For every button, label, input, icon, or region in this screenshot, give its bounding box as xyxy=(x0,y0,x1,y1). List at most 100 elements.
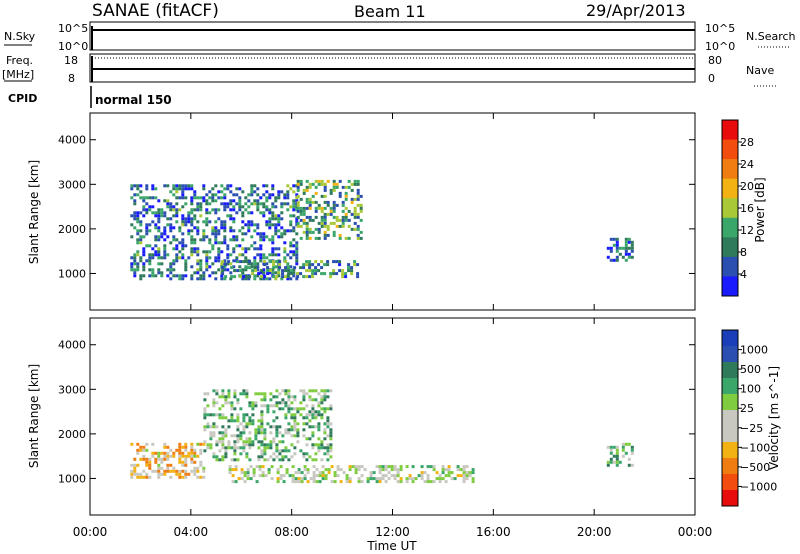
heatmap-cell xyxy=(294,477,298,481)
heatmap-cell xyxy=(268,253,272,257)
colorbar-tick-label: 100 xyxy=(740,383,761,396)
colorbar-segment xyxy=(722,330,738,347)
heatmap-cell xyxy=(305,179,309,183)
heatmap-cell xyxy=(154,187,158,191)
heatmap-cell xyxy=(289,187,293,191)
heatmap-cell xyxy=(615,451,619,455)
heatmap-cell xyxy=(260,404,264,408)
heatmap-cell xyxy=(233,443,237,447)
heatmap-cell xyxy=(286,184,290,188)
heatmap-cell xyxy=(471,471,475,475)
heatmap-cell xyxy=(621,255,625,259)
heatmap-cell xyxy=(248,437,252,441)
heatmap-cell xyxy=(217,253,221,257)
heatmap-cell xyxy=(196,208,200,212)
heatmap-cell xyxy=(142,199,146,203)
heatmap-cell xyxy=(462,480,466,484)
colorbar-tick-label: −1000 xyxy=(740,480,777,493)
heatmap-cell xyxy=(423,480,427,484)
heatmap-cell xyxy=(277,271,281,275)
heatmap-cell xyxy=(353,221,357,225)
heatmap-cell xyxy=(375,465,379,469)
nsky-label: N.Sky xyxy=(4,30,36,43)
heatmap-cell xyxy=(234,465,238,469)
heatmap-cell xyxy=(296,215,300,219)
heatmap-cell xyxy=(227,401,231,405)
heatmap-cell xyxy=(235,235,239,239)
heatmap-cell xyxy=(209,431,213,435)
heatmap-cell xyxy=(287,458,291,462)
heatmap-cell xyxy=(293,446,297,450)
heatmap-cell xyxy=(271,271,275,275)
heatmap-cell xyxy=(223,193,227,197)
heatmap-cell xyxy=(139,277,143,281)
heatmap-cell xyxy=(220,223,224,227)
heatmap-cell xyxy=(387,477,391,481)
heatmap-cell xyxy=(356,212,360,216)
heatmap-cell xyxy=(233,449,237,453)
heatmap-cell xyxy=(218,449,222,453)
heatmap-cell xyxy=(190,460,194,464)
heatmap-cell xyxy=(344,272,348,276)
heatmap-cell xyxy=(208,211,212,215)
heatmap-cell xyxy=(212,434,216,438)
heatmap-cell xyxy=(332,221,336,225)
heatmap-cell xyxy=(154,214,158,218)
heatmap-cell xyxy=(287,272,291,276)
freq-label: Freq. xyxy=(6,54,33,67)
heatmap-cell xyxy=(267,468,271,472)
heatmap-cell xyxy=(190,211,194,215)
heatmap-cell xyxy=(196,469,200,473)
heatmap-cell xyxy=(287,449,291,453)
heatmap-cell xyxy=(223,223,227,227)
heatmap-cell xyxy=(227,440,231,444)
heatmap-cell xyxy=(287,407,291,411)
heatmap-cell xyxy=(235,193,239,197)
heatmap-cell xyxy=(359,218,363,222)
heatmap-cell xyxy=(260,416,264,420)
heatmap-cell xyxy=(181,205,185,209)
heatmap-cell xyxy=(335,224,339,228)
heatmap-cell xyxy=(329,188,333,192)
heatmap-cell xyxy=(462,468,466,472)
heatmap-cell xyxy=(265,262,269,266)
heatmap-cell xyxy=(241,268,245,272)
heatmap-cell xyxy=(247,277,251,281)
heatmap-cell xyxy=(324,468,328,472)
heatmap-cell xyxy=(220,226,224,230)
heatmap-cell xyxy=(290,416,294,420)
heatmap-cell xyxy=(133,184,137,188)
heatmap-cell xyxy=(320,458,324,462)
nave-tick-top: 80 xyxy=(708,54,722,67)
heatmap-cell xyxy=(271,217,275,221)
heatmap-cell xyxy=(375,477,379,481)
heatmap-cell xyxy=(456,468,460,472)
heatmap-cell xyxy=(223,196,227,200)
heatmap-cell xyxy=(289,244,293,248)
heatmap-cell xyxy=(223,265,227,269)
heatmap-cell xyxy=(290,434,294,438)
heatmap-cell xyxy=(253,259,257,263)
heatmap-cell xyxy=(344,194,348,198)
heatmap-cell xyxy=(178,442,182,446)
heatmap-cell xyxy=(133,193,137,197)
heatmap-cell xyxy=(151,256,155,260)
heatmap-cell xyxy=(261,465,265,469)
heatmap-cell xyxy=(181,454,185,458)
heatmap-cell xyxy=(169,226,173,230)
heatmap-cell xyxy=(293,422,297,426)
heatmap-cell xyxy=(239,392,243,396)
heatmap-cell xyxy=(178,184,182,188)
heatmap-cell xyxy=(244,223,248,227)
heatmap-cell xyxy=(311,398,315,402)
heatmap-cell xyxy=(326,200,330,204)
heatmap-cell xyxy=(136,268,140,272)
heatmap-cell xyxy=(139,241,143,245)
heatmap-cell xyxy=(270,465,274,469)
heatmap-cell xyxy=(293,407,297,411)
heatmap-cell xyxy=(266,404,270,408)
heatmap-cell xyxy=(271,253,275,257)
heatmap-cell xyxy=(299,209,303,213)
heatmap-cell xyxy=(139,457,143,461)
heatmap-cell xyxy=(196,259,200,263)
